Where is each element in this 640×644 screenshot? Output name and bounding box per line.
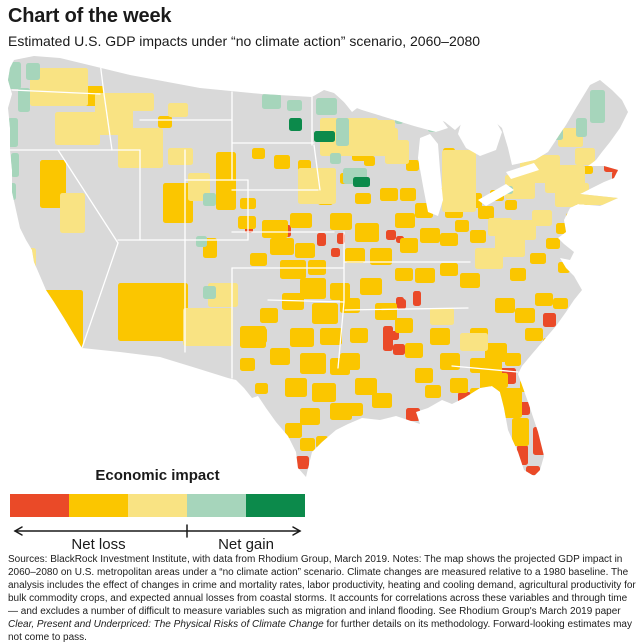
state-borders: [8, 61, 519, 379]
page-subtitle: Estimated U.S. GDP impacts under “no cli…: [8, 33, 481, 49]
legend-swatch-large-net-loss: [10, 494, 69, 517]
map-metro-patches: [8, 62, 621, 475]
source-notes: Sources: BlackRock Investment Institute,…: [8, 553, 637, 644]
legend-label-net-gain: Net gain: [218, 536, 274, 553]
source-text-after: for further details on its methodology. …: [8, 619, 632, 643]
legend-swatch-large-net-gain: [246, 494, 305, 517]
source-paper-title: Clear, Present and Underpriced: The Phys…: [8, 619, 324, 630]
map-land: [8, 56, 628, 477]
lake-michigan: [418, 134, 443, 216]
legend-label-net-loss: Net loss: [71, 536, 126, 553]
legend-swatch-net-loss: [69, 494, 128, 517]
lake-erie: [478, 184, 514, 206]
legend-swatch-small-net-gain: [187, 494, 246, 517]
lake-ontario: [506, 163, 539, 179]
great-lakes: [340, 92, 539, 216]
lake-superior: [340, 92, 448, 132]
legend-title: Economic impact: [95, 467, 220, 484]
page-title: Chart of the week: [8, 5, 172, 27]
legend-color-scale: [10, 494, 305, 517]
source-text-before: Sources: BlackRock Investment Institute,…: [8, 554, 636, 617]
legend-swatch-small-net-loss: [128, 494, 187, 517]
legend-axis-arrow: [13, 524, 302, 538]
lake-huron: [458, 112, 502, 156]
